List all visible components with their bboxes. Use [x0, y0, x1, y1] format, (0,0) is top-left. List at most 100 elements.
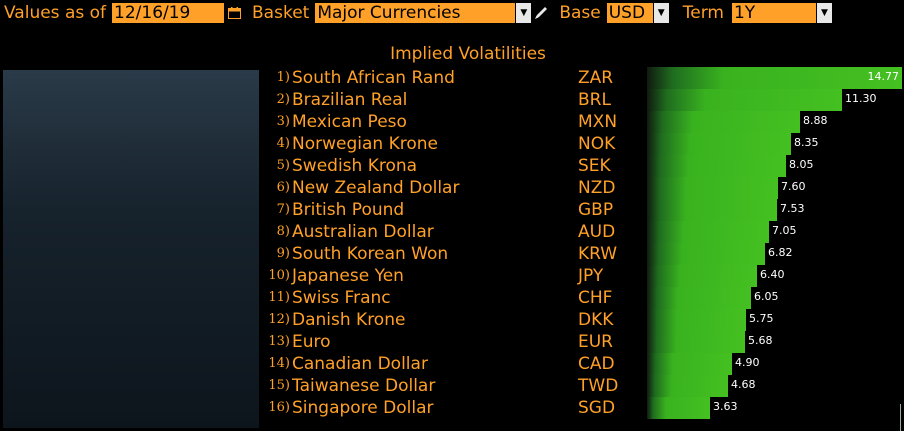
row-rank: 12): [268, 312, 290, 327]
row-rank: 14): [268, 356, 290, 371]
bar-area: 4.90: [647, 353, 902, 375]
volatility-bar: [647, 177, 778, 199]
currency-name: South Korean Won: [292, 244, 449, 264]
bar-area: 8.88: [647, 111, 902, 133]
base-dropdown-icon[interactable]: ▼: [652, 3, 669, 23]
currency-code: SGD: [578, 398, 616, 418]
volatility-bar: [647, 287, 751, 309]
volatility-value: 4.68: [731, 378, 756, 391]
table-row[interactable]: 5) Swedish Krona SEK 8.05: [262, 155, 902, 177]
currency-name: New Zealand Dollar: [292, 178, 460, 198]
volatility-bar: [647, 309, 746, 331]
volatility-bar: [647, 397, 710, 419]
volatility-bar: [647, 111, 800, 133]
table-row[interactable]: 1) South African Rand ZAR 14.77: [262, 67, 902, 89]
currency-name: Brazilian Real: [292, 90, 408, 110]
toolbar: Values as of 12/16/19 Basket Major Curre…: [0, 0, 904, 26]
currency-code: MXN: [578, 112, 618, 132]
term-label: Term: [682, 3, 724, 23]
term-dropdown-icon[interactable]: ▼: [815, 3, 832, 23]
volatility-bar: [647, 67, 902, 89]
side-panel: [3, 70, 259, 428]
volatility-bar: [647, 243, 765, 265]
volatility-bar: [647, 353, 732, 375]
volatility-value: 6.82: [768, 246, 793, 259]
row-rank: 5): [276, 158, 290, 173]
currency-name: Mexican Peso: [292, 112, 407, 132]
table-row[interactable]: 8) Australian Dollar AUD 7.05: [262, 221, 902, 243]
volatility-value: 11.30: [845, 92, 877, 105]
volatility-value: 7.53: [780, 202, 805, 215]
row-rank: 6): [276, 180, 290, 195]
base-select[interactable]: USD: [606, 3, 653, 23]
row-rank: 4): [276, 136, 290, 151]
currency-name: South African Rand: [292, 68, 455, 88]
volatility-value: 14.77: [867, 70, 900, 83]
currency-name: Euro: [292, 332, 331, 352]
bar-area: 8.05: [647, 155, 902, 177]
basket-dropdown-icon[interactable]: ▼: [515, 3, 532, 23]
volatility-value: 4.90: [735, 356, 760, 369]
currency-name: Japanese Yen: [292, 266, 404, 286]
volatility-table: 1) South African Rand ZAR 14.77 2) Brazilian …: [262, 67, 902, 419]
currency-code: CAD: [578, 354, 615, 374]
currency-code: SEK: [578, 156, 611, 176]
bar-area: 7.05: [647, 221, 902, 243]
bar-area: 7.53: [647, 199, 902, 221]
bar-area: 6.82: [647, 243, 902, 265]
currency-code: TWD: [578, 376, 619, 396]
currency-code: DKK: [578, 310, 614, 330]
basket-label: Basket: [252, 3, 310, 23]
bar-area: 14.77: [647, 67, 902, 89]
table-row[interactable]: 15) Taiwanese Dollar TWD 4.68: [262, 375, 902, 397]
table-row[interactable]: 16) Singapore Dollar SGD 3.63: [262, 397, 902, 419]
currency-name: Taiwanese Dollar: [292, 376, 436, 396]
currency-code: AUD: [578, 222, 616, 242]
currency-code: JPY: [578, 266, 604, 286]
bar-area: 11.30: [647, 89, 902, 111]
currency-code: NZD: [578, 178, 616, 198]
currency-name: Singapore Dollar: [292, 398, 434, 418]
row-rank: 1): [276, 70, 290, 85]
values-as-of-label: Values as of: [4, 3, 107, 23]
table-row[interactable]: 12) Danish Krone DKK 5.75: [262, 309, 902, 331]
table-row[interactable]: 6) New Zealand Dollar NZD 7.60: [262, 177, 902, 199]
volatility-bar: [647, 89, 842, 111]
bar-area: 4.68: [647, 375, 902, 397]
volatility-value: 7.60: [781, 180, 806, 193]
volatility-value: 5.75: [749, 312, 774, 325]
volatility-value: 3.63: [713, 400, 738, 413]
currency-code: KRW: [578, 244, 618, 264]
currency-name: Danish Krone: [292, 310, 406, 330]
row-rank: 3): [276, 114, 290, 129]
table-row[interactable]: 3) Mexican Peso MXN 8.88: [262, 111, 902, 133]
bar-area: 5.68: [647, 331, 902, 353]
volatility-value: 8.88: [803, 114, 828, 127]
table-row[interactable]: 2) Brazilian Real BRL 11.30: [262, 89, 902, 111]
table-row[interactable]: 4) Norwegian Krone NOK 8.35: [262, 133, 902, 155]
date-field[interactable]: 12/16/19: [112, 3, 225, 23]
row-rank: 10): [268, 268, 290, 283]
table-row[interactable]: 10) Japanese Yen JPY 6.40: [262, 265, 902, 287]
basket-select[interactable]: Major Currencies: [315, 3, 516, 23]
table-row[interactable]: 11) Swiss Franc CHF 6.05: [262, 287, 902, 309]
calendar-icon[interactable]: [224, 3, 244, 23]
volatility-bar: [647, 331, 745, 353]
table-row[interactable]: 7) British Pound GBP 7.53: [262, 199, 902, 221]
currency-code: EUR: [578, 332, 613, 352]
currency-code: NOK: [578, 134, 616, 154]
term-select[interactable]: 1Y: [731, 3, 816, 23]
currency-name: Canadian Dollar: [292, 354, 428, 374]
row-rank: 13): [268, 334, 290, 349]
table-row[interactable]: 9) South Korean Won KRW 6.82: [262, 243, 902, 265]
currency-code: ZAR: [578, 68, 614, 88]
table-row[interactable]: 13) Euro EUR 5.68: [262, 331, 902, 353]
volatility-value: 6.40: [760, 268, 785, 281]
row-rank: 9): [276, 246, 290, 261]
pencil-icon[interactable]: [531, 3, 553, 23]
table-row[interactable]: 14) Canadian Dollar CAD 4.90: [262, 353, 902, 375]
bar-area: 6.05: [647, 287, 902, 309]
row-rank: 16): [268, 400, 290, 415]
row-rank: 2): [276, 92, 290, 107]
volatility-bar: [647, 199, 777, 221]
